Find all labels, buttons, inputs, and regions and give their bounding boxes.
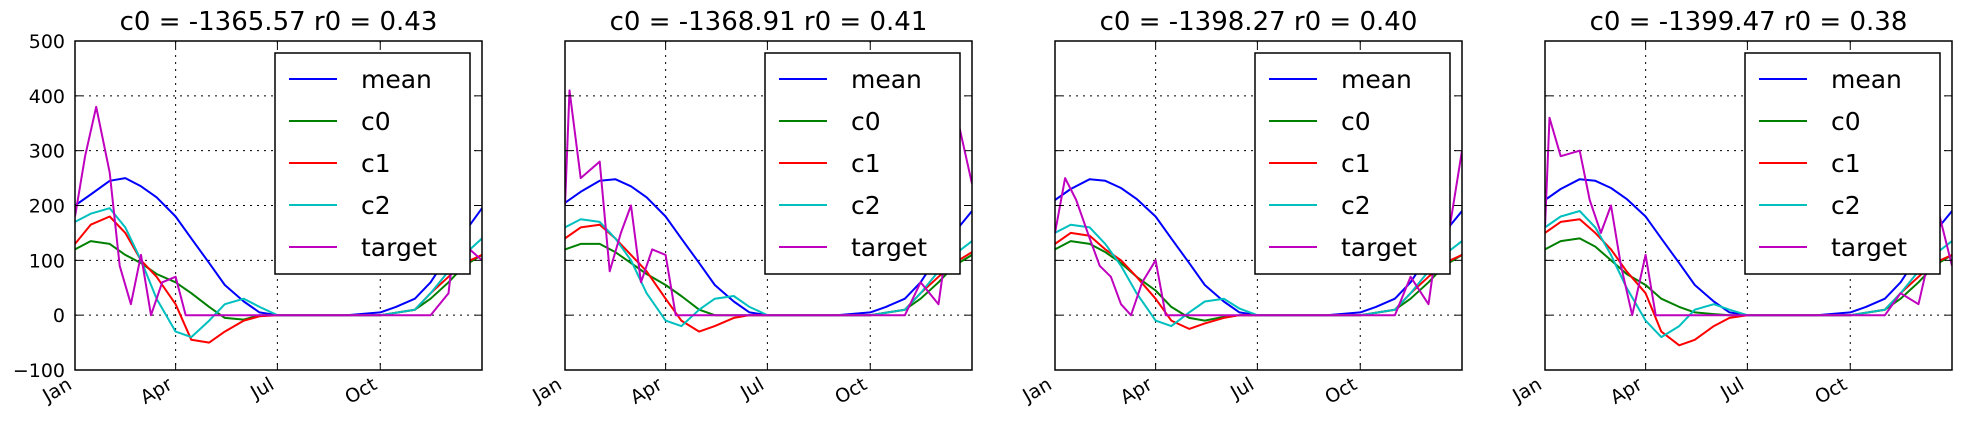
series-line-c0: [1055, 240, 1462, 322]
series-line-target: [565, 89, 972, 317]
x-tick-label: Apr: [137, 373, 177, 409]
chart-title: c0 = -1398.27 r0 = 0.40: [1100, 7, 1418, 37]
series-line-c2: [565, 218, 972, 328]
series-group: [565, 89, 972, 333]
legend-label-c2: c2: [1831, 191, 1861, 220]
x-tick-label: Apr: [1117, 373, 1157, 409]
x-tick-label: Oct: [1811, 373, 1850, 408]
legend-label-mean: mean: [361, 65, 432, 94]
x-tick-label: Jul: [246, 373, 278, 404]
legend-label-mean: mean: [1341, 65, 1412, 94]
y-tick-label: 500: [29, 31, 65, 53]
legend: mean c0 c1 c2 target: [1744, 52, 1941, 275]
x-tick-label: Jan: [1508, 373, 1545, 407]
x-tick-label: Jan: [1018, 373, 1055, 407]
legend-label-c2: c2: [1341, 191, 1371, 220]
x-tick-label: Jul: [736, 373, 768, 404]
series-line-c2: [1545, 210, 1952, 339]
y-tick-label: −100: [13, 360, 65, 382]
series-line-c2: [1055, 223, 1462, 328]
x-tick-label: Apr: [1607, 373, 1647, 409]
legend-label-c1: c1: [1831, 149, 1861, 178]
chart-title: c0 = -1365.57 r0 = 0.43: [120, 7, 438, 37]
chart-panel-2: Jan Apr Jul Oct c0 = -1368.91 r0 = 0.41 mean c…: [528, 7, 973, 409]
x-tick-label: Jul: [1226, 373, 1258, 404]
legend-label-mean: mean: [1831, 65, 1902, 94]
chart-panel-4: Jan Apr Jul Oct c0 = -1399.47 r0 = 0.38 mean c…: [1508, 7, 1953, 409]
y-tick-label: 100: [29, 250, 65, 272]
series-group: [1055, 150, 1462, 330]
legend-label-c0: c0: [1831, 107, 1861, 136]
x-tick-label: Jul: [1716, 373, 1748, 404]
series-line-target: [75, 105, 482, 317]
legend-label-c1: c1: [851, 149, 881, 178]
series-group: [75, 105, 482, 344]
chart-panel-3: Jan Apr Jul Oct c0 = -1398.27 r0 = 0.40 mean c…: [1018, 7, 1463, 409]
legend-label-mean: mean: [851, 65, 922, 94]
legend-label-c0: c0: [1341, 107, 1371, 136]
legend-label-target: target: [1831, 233, 1907, 262]
y-tick-label: 0: [53, 305, 65, 327]
legend-label-target: target: [1341, 233, 1417, 262]
legend-label-c2: c2: [851, 191, 881, 220]
series-line-mean: [565, 178, 972, 317]
x-tick-label: Oct: [341, 373, 380, 408]
legend-label-target: target: [851, 233, 927, 262]
legend-label-c0: c0: [361, 107, 391, 136]
legend-label-c2: c2: [361, 191, 391, 220]
legend-box: [1744, 52, 1941, 275]
x-tick-label: Oct: [1321, 373, 1360, 408]
y-tick-label: 300: [29, 141, 65, 163]
x-tick-label: Oct: [831, 373, 870, 408]
series-line-mean: [75, 177, 482, 317]
series-group: [1545, 116, 1952, 347]
series-line-c0: [1545, 237, 1952, 317]
chart-title: c0 = -1399.47 r0 = 0.38: [1590, 7, 1908, 37]
series-line-target: [1545, 116, 1952, 317]
series-line-mean: [1055, 178, 1462, 317]
series-line-c2: [75, 207, 482, 339]
legend-label-c1: c1: [361, 149, 391, 178]
x-tick-label: Apr: [627, 373, 667, 409]
y-tick-label: 400: [29, 86, 65, 108]
legend-label-target: target: [361, 233, 437, 262]
series-line-target: [1055, 150, 1462, 317]
y-tick-label: 200: [29, 196, 65, 218]
legend: mean c0 c1 c2 target: [764, 52, 961, 275]
legend: mean c0 c1 c2 target: [1254, 52, 1451, 275]
chart-title: c0 = -1368.91 r0 = 0.41: [610, 7, 928, 37]
legend-label-c0: c0: [851, 107, 881, 136]
legend: mean c0 c1 c2 target: [274, 52, 471, 275]
legend-label-c1: c1: [1341, 149, 1371, 178]
x-tick-label: Jan: [528, 373, 565, 407]
